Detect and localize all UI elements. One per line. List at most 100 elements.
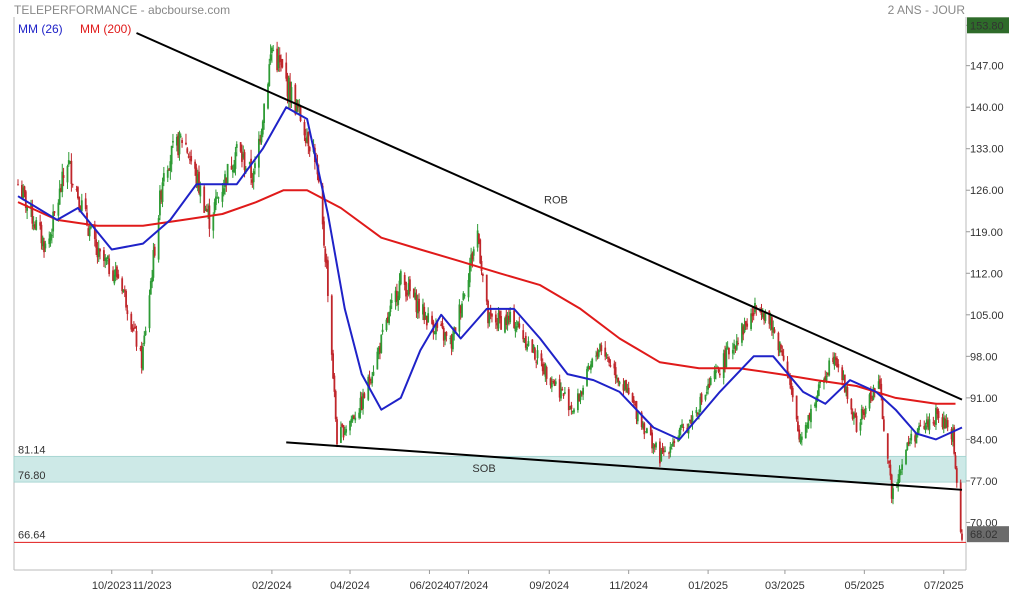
candle (49, 232, 52, 247)
candle-body (606, 357, 609, 359)
candle (780, 343, 782, 353)
candle-body (199, 185, 202, 197)
candle-body (655, 442, 657, 448)
candle (518, 316, 521, 330)
candle (359, 391, 362, 419)
candle (517, 321, 519, 328)
candle-body (445, 331, 448, 336)
candle (653, 443, 656, 453)
candle-body (108, 258, 111, 275)
candle-body (704, 394, 707, 400)
candle-body (713, 370, 716, 379)
candle (504, 316, 506, 334)
candle (596, 347, 599, 360)
candle (718, 369, 721, 378)
candle (261, 119, 264, 138)
candle-body (560, 388, 562, 399)
candle (763, 312, 765, 325)
candle (631, 392, 634, 403)
candle (80, 193, 83, 214)
candle (489, 304, 492, 320)
candle-body (500, 316, 502, 330)
candle-body (645, 428, 648, 434)
candle (955, 466, 958, 488)
candle-body (235, 144, 238, 148)
candle (263, 103, 265, 130)
candle (906, 442, 909, 451)
candle-body (354, 417, 357, 421)
candle-body (561, 389, 564, 391)
candle-body (396, 290, 398, 302)
candle-body (673, 440, 676, 444)
candle-body (932, 422, 935, 424)
candle-body (924, 425, 927, 431)
candle-body (855, 415, 858, 432)
candle (813, 402, 816, 408)
candle (842, 370, 845, 381)
candle (442, 326, 445, 347)
candle-body (946, 420, 949, 428)
candle-body (845, 386, 848, 392)
candle (660, 447, 663, 462)
candle (215, 189, 217, 211)
candle-body (636, 413, 639, 422)
candle-body (609, 365, 612, 367)
candle-body (423, 306, 426, 321)
candle-body (742, 326, 745, 335)
candle (959, 479, 962, 534)
candle-body (418, 298, 420, 312)
candle (790, 377, 793, 395)
candle (741, 322, 743, 347)
candle-body (531, 339, 534, 353)
candle (106, 254, 109, 265)
candle-body (281, 58, 284, 68)
candle-body (459, 306, 462, 314)
candle-body (479, 239, 482, 264)
candle-body (390, 300, 393, 303)
candle-body (221, 191, 224, 202)
sob-label: SOB (472, 463, 495, 475)
candle (358, 408, 361, 420)
zone-low-label: 76.80 (18, 470, 46, 482)
candle (754, 297, 756, 314)
candle (398, 273, 401, 301)
candle (369, 378, 372, 385)
candle-body (695, 410, 698, 414)
candle-body (194, 161, 196, 169)
candle (23, 185, 26, 198)
candle (579, 390, 582, 405)
candle-body (854, 413, 857, 418)
candle (961, 529, 963, 542)
candle (424, 311, 427, 320)
candle (760, 303, 763, 321)
candle (388, 311, 390, 326)
candle-body (813, 404, 816, 407)
candle (668, 451, 670, 459)
candle (937, 408, 940, 423)
candle-body (632, 399, 635, 404)
candle (204, 205, 207, 212)
candle-body (195, 167, 198, 184)
candle-body (112, 270, 114, 281)
candle-body (409, 279, 411, 292)
candle (418, 293, 420, 319)
candle-body (152, 249, 155, 278)
candle-body (618, 381, 621, 385)
candle (368, 370, 371, 389)
candle (707, 378, 709, 395)
candle-body (476, 230, 479, 248)
candle (379, 342, 381, 360)
candle (39, 214, 42, 230)
candle (252, 168, 255, 190)
candle (491, 313, 493, 323)
ma200-line (17, 189, 956, 405)
candle-body (299, 106, 302, 122)
candle (618, 380, 621, 387)
candle (113, 269, 116, 286)
candle-body (605, 354, 608, 356)
candle (837, 359, 840, 373)
candle (726, 341, 729, 350)
candle (925, 413, 928, 430)
candle-body (791, 387, 794, 398)
candle-body (613, 363, 616, 369)
